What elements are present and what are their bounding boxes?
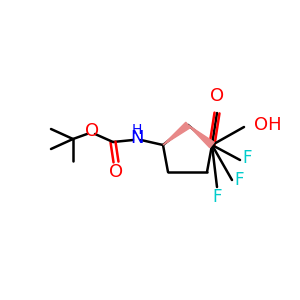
Polygon shape bbox=[163, 122, 190, 145]
Text: H: H bbox=[132, 123, 142, 137]
Text: O: O bbox=[109, 163, 123, 181]
Text: O: O bbox=[85, 122, 99, 140]
Text: N: N bbox=[130, 129, 144, 147]
Text: F: F bbox=[234, 171, 244, 189]
Text: O: O bbox=[210, 87, 224, 105]
Polygon shape bbox=[188, 125, 214, 148]
Text: F: F bbox=[242, 149, 252, 167]
Text: OH: OH bbox=[254, 116, 282, 134]
Text: F: F bbox=[212, 188, 222, 206]
